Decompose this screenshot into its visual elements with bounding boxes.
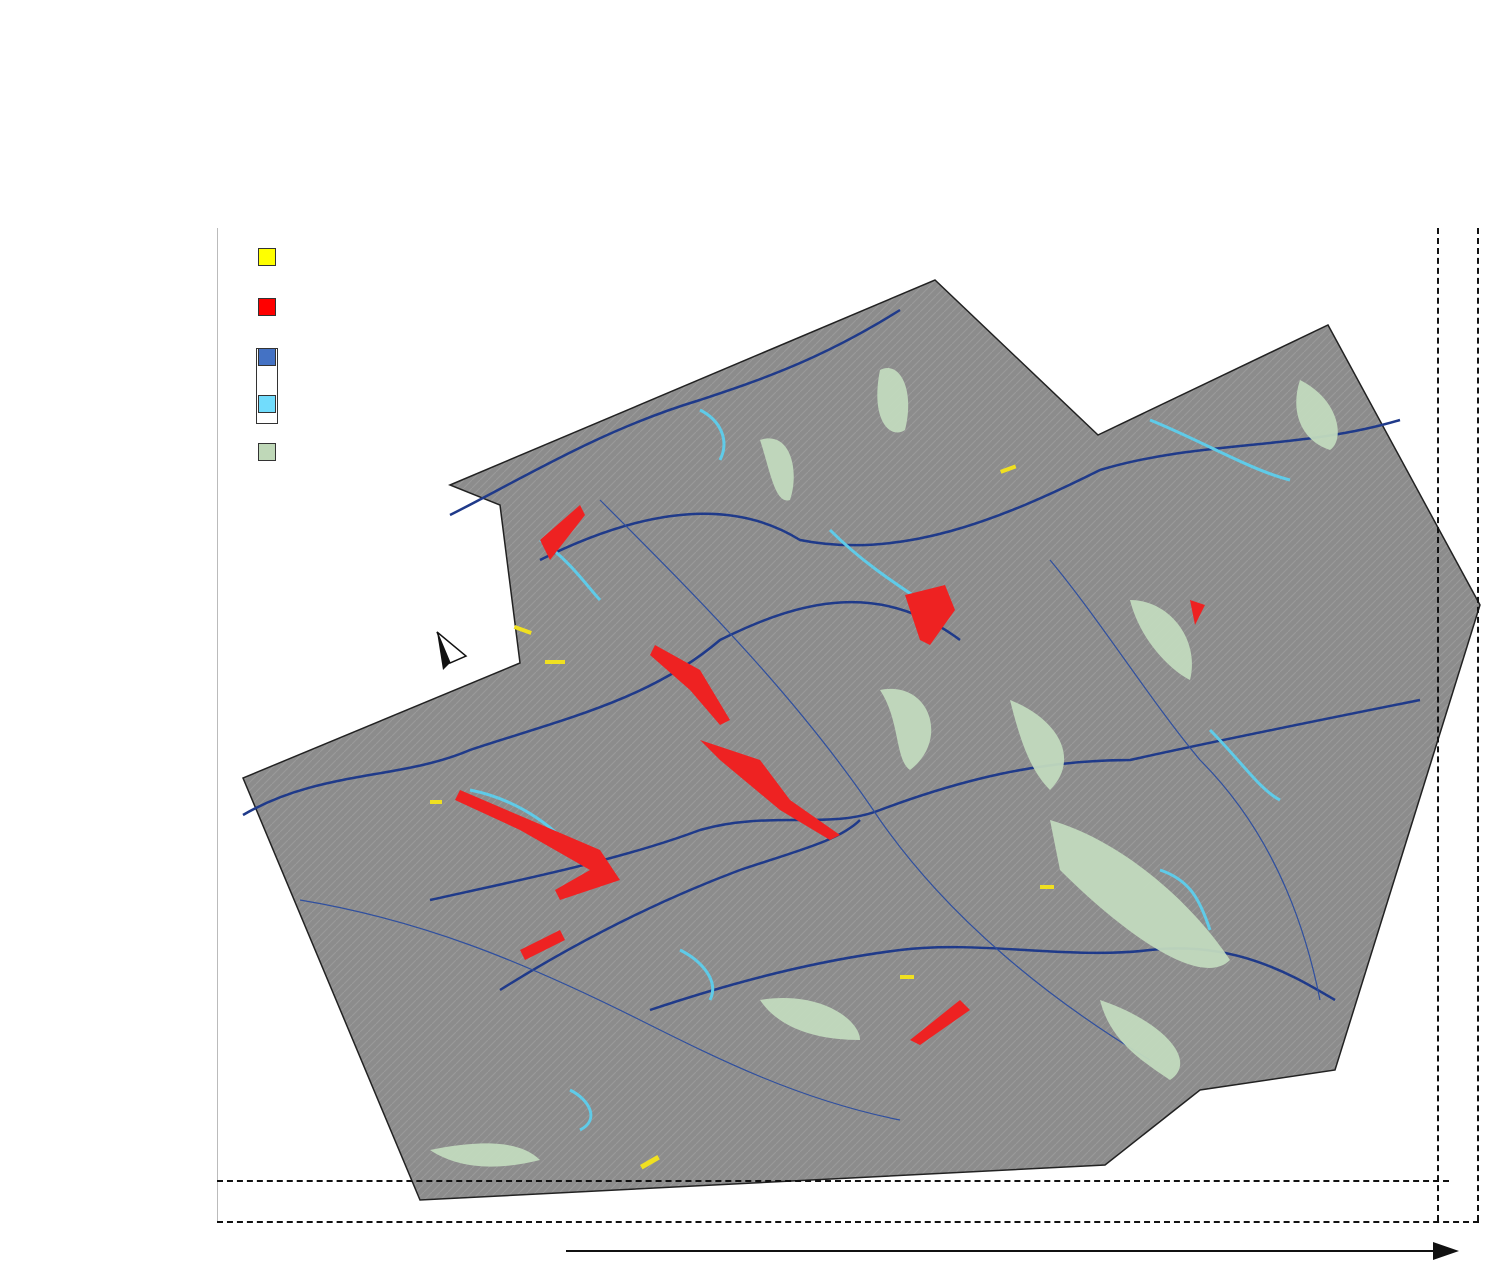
- irregular-swatch-icon: [258, 248, 276, 266]
- legend-item-complex: [258, 443, 290, 461]
- transverse-swatch-icon: [258, 298, 276, 316]
- sampling-area-outer-line: [1477, 228, 1479, 1221]
- wind-arrow-line: [566, 1250, 1436, 1252]
- legend-item-parabolic: [258, 395, 290, 413]
- parabolic-swatch-icon: [258, 395, 276, 413]
- legend-item-irregular: [258, 248, 290, 266]
- same-color-bracket: [256, 348, 278, 424]
- north-arrow-icon: [436, 631, 468, 670]
- sampling-area-inner-line: [1437, 228, 1439, 1221]
- wind-arrow-head-icon: [1433, 1242, 1459, 1260]
- sampling-area-top-line: [217, 1180, 1449, 1182]
- map-frame-left-border: [217, 228, 218, 1222]
- sampling-area-bottom-line: [217, 1221, 1479, 1223]
- hillshade-area: [242, 279, 1481, 1201]
- legend: [256, 248, 618, 488]
- complex-swatch-icon: [258, 443, 276, 461]
- legend-item-transverse: [258, 298, 290, 316]
